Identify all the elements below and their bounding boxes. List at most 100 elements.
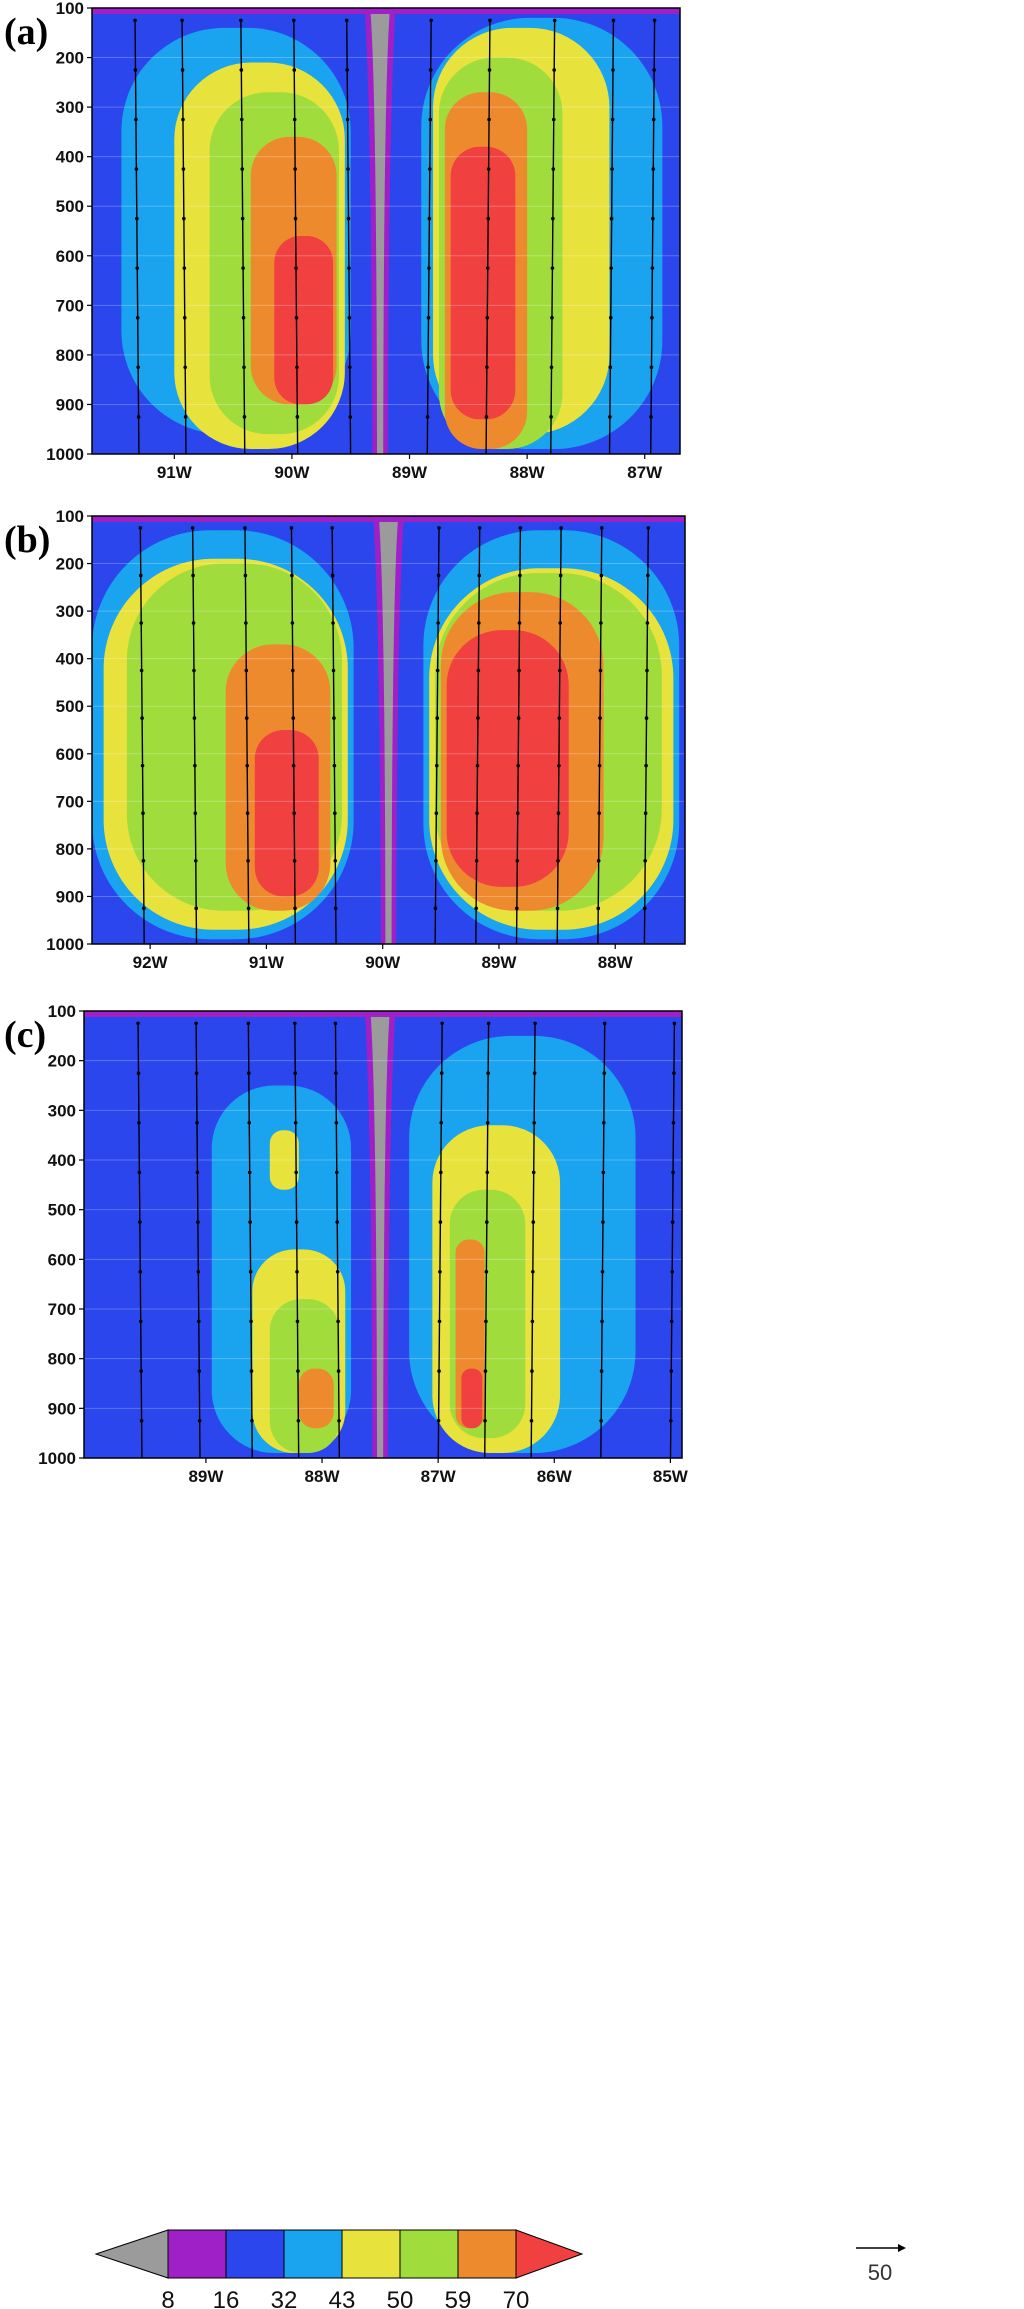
contour-region-70 — [450, 146, 516, 420]
wind-vector-column — [433, 526, 441, 944]
colorbar-box — [283, 2229, 343, 2279]
wind-vector-column — [596, 526, 604, 944]
y-tick-label: 1000 — [46, 445, 84, 464]
y-tick-label: 700 — [56, 296, 84, 315]
y-tick-label: 100 — [48, 1002, 76, 1021]
wind-vector-column — [239, 18, 247, 454]
x-tick-label: 85W — [653, 1467, 689, 1486]
panel-c: 100 200 300 400 500 600 700 800 900 1000 89W 88W 87W… — [4, 1002, 689, 1486]
contour-region-70 — [461, 1368, 483, 1429]
y-tick-label: 300 — [56, 602, 84, 621]
wind-vector-column — [246, 1021, 254, 1458]
contour-region-43 — [269, 1130, 299, 1190]
x-tick-label: 91W — [249, 953, 285, 972]
x-tick-label: 88W — [510, 463, 546, 482]
y-tick-label: 700 — [48, 1300, 76, 1319]
y-tick-label: 200 — [56, 49, 84, 68]
wind-vector-column — [194, 1021, 202, 1458]
wind-vector-column — [649, 18, 657, 454]
contour-region-70 — [274, 235, 334, 405]
wind-vector-column — [474, 526, 482, 944]
eye-region — [370, 1011, 390, 1458]
wind-vector-column — [529, 1021, 537, 1458]
wind-vector-column — [138, 526, 146, 944]
y-tick-label: 400 — [56, 650, 84, 669]
plot-frame — [83, 1010, 683, 1459]
wind-vector-column — [425, 18, 433, 454]
y-tick-label: 200 — [56, 555, 84, 574]
plot-frame — [91, 515, 686, 945]
wind-vector-column — [549, 18, 557, 454]
y-tick-label: 800 — [56, 840, 84, 859]
wind-vector-column — [483, 1021, 491, 1458]
y-tick-label: 500 — [56, 697, 84, 716]
x-tick-label: 90W — [274, 463, 310, 482]
y-tick-label: 400 — [48, 1151, 76, 1170]
wind-vector-column — [136, 1021, 144, 1458]
x-tick-label: 89W — [481, 953, 517, 972]
x-tick-label: 86W — [537, 1467, 573, 1486]
y-tick-label: 600 — [56, 247, 84, 266]
y-tick-label: 900 — [48, 1399, 76, 1418]
eye-region — [370, 8, 390, 454]
wind-vector-column — [515, 526, 523, 944]
y-tick-label: 300 — [56, 98, 84, 117]
y-tick-label: 600 — [56, 745, 84, 764]
panel-label: (c) — [4, 1014, 46, 1056]
colorbar-label: 59 — [445, 2287, 472, 2309]
panel-label: (b) — [4, 519, 50, 561]
y-tick-label: 800 — [48, 1350, 76, 1369]
panel-b: 100 200 300 400 500 600 700 800 900 1000 92W 91W 90W… — [4, 507, 686, 972]
top-strip — [84, 1011, 682, 1017]
x-tick-label: 92W — [133, 953, 169, 972]
wind-vector-column — [608, 18, 616, 454]
wind-vector-column — [436, 1021, 444, 1458]
wind-vector-column — [642, 526, 651, 944]
colorbar-label: 50 — [387, 2287, 414, 2309]
wind-vector-column — [330, 526, 338, 944]
x-tick-label: 88W — [598, 953, 634, 972]
y-tick-label: 300 — [48, 1101, 76, 1120]
y-tick-label: 1000 — [38, 1449, 76, 1468]
wind-vector-column — [133, 18, 141, 454]
wind-vector-column — [484, 18, 492, 454]
colorbar-label: 32 — [271, 2287, 298, 2309]
x-tick-label: 91W — [157, 463, 193, 482]
top-strip — [92, 8, 680, 14]
wind-vector-column — [293, 1021, 301, 1458]
contour-region-59 — [298, 1368, 334, 1429]
colorbar-box — [225, 2229, 285, 2279]
wind-vector-column — [243, 526, 251, 944]
eye-region — [378, 516, 399, 944]
wind-vector-column — [190, 526, 199, 944]
colorbar-box — [167, 2229, 227, 2279]
x-tick-label: 87W — [421, 1467, 457, 1486]
colorbar: 8 16 32 43 50 59 70 50 — [94, 2229, 906, 2309]
y-tick-label: 900 — [56, 395, 84, 414]
colorbar-label: 70 — [503, 2287, 530, 2309]
reference-vector-label: 50 — [868, 2260, 892, 2285]
y-tick-label: 100 — [56, 0, 84, 18]
y-tick-label: 1000 — [46, 935, 84, 954]
colorbar-label: 16 — [213, 2287, 240, 2309]
wind-vector-column — [180, 18, 188, 454]
wind-vector-column — [289, 526, 297, 944]
colorbar-low-extend — [94, 2229, 169, 2279]
colorbar-label: 43 — [329, 2287, 356, 2309]
x-tick-label: 88W — [305, 1467, 341, 1486]
panel-label: (a) — [4, 11, 48, 53]
wind-vector-column — [333, 1021, 341, 1458]
plot-frame — [91, 7, 681, 455]
y-tick-label: 600 — [48, 1250, 76, 1269]
colorbar-label: 8 — [161, 2287, 174, 2309]
panel-a: 100 200 300 400 500 600 700 800 900 1000 91W 90W 89W… — [4, 0, 681, 482]
wind-vector-column — [599, 1021, 607, 1458]
x-tick-label: 89W — [392, 463, 428, 482]
y-tick-label: 500 — [48, 1201, 76, 1220]
contour-region-70 — [254, 730, 319, 897]
x-tick-label: 89W — [188, 1467, 224, 1486]
top-strip — [92, 516, 685, 522]
x-tick-label: 90W — [365, 953, 401, 972]
y-tick-label: 500 — [56, 197, 84, 216]
